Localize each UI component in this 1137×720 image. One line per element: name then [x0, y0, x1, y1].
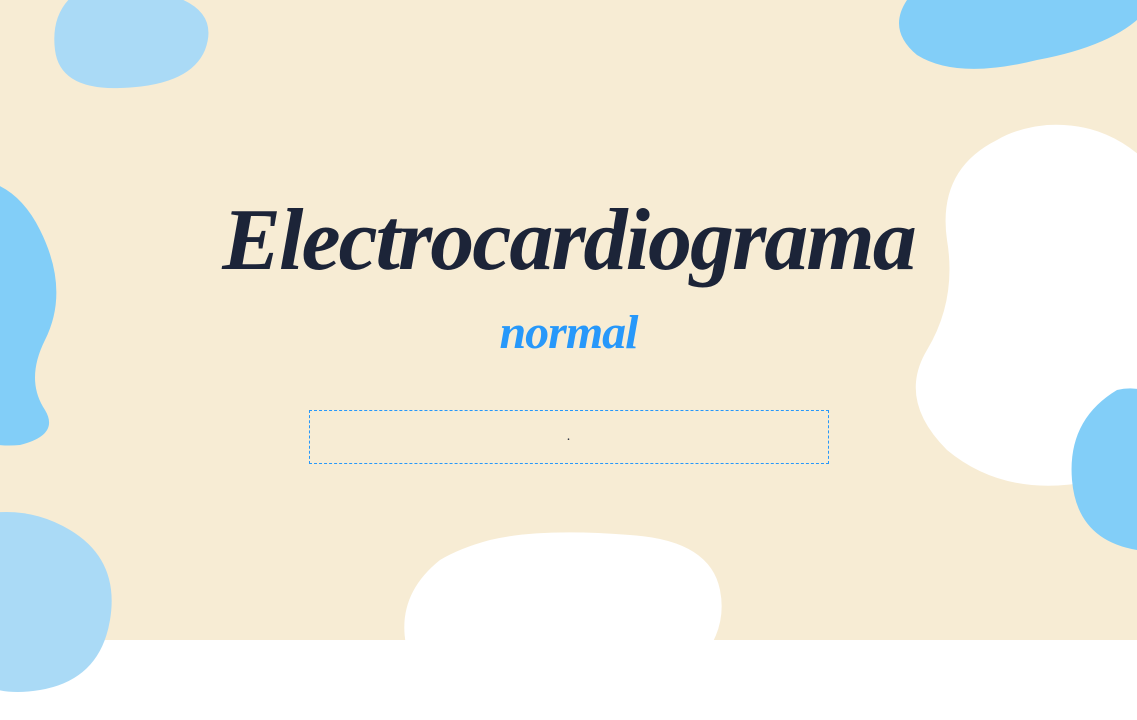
blob-top-left — [40, 0, 240, 120]
slide-title: Electrocardiograma — [222, 197, 914, 285]
blob-white-bottom — [380, 520, 740, 720]
blob-right-edge — [1057, 380, 1137, 560]
slide-subtitle: normal — [499, 305, 637, 360]
blob-mid-left — [0, 150, 100, 450]
text-box-content: . — [567, 429, 571, 445]
editable-text-box[interactable]: . — [309, 410, 829, 464]
blob-top-right — [887, 0, 1137, 100]
blob-bottom-left — [0, 480, 160, 700]
slide-canvas: Electrocardiograma normal . — [0, 0, 1137, 640]
